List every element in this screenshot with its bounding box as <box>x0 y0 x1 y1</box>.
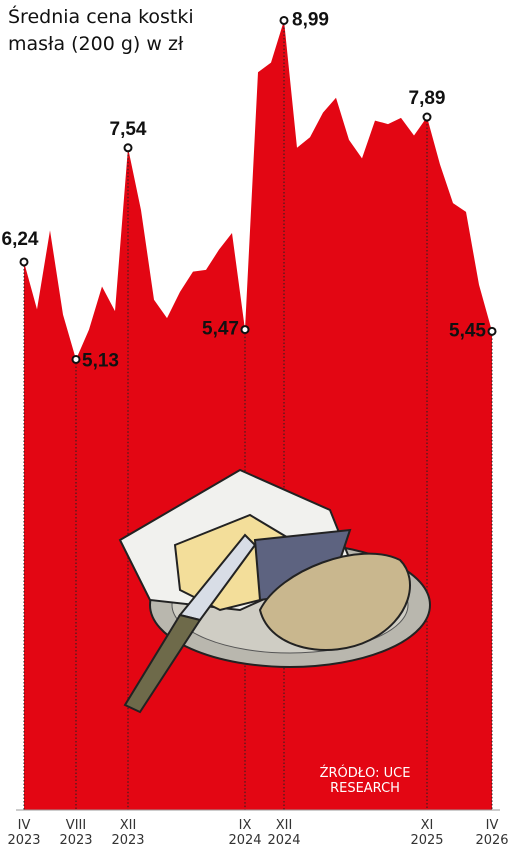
value-label: 7,54 <box>110 119 147 140</box>
marker <box>73 356 80 363</box>
marker <box>489 328 496 335</box>
value-label: 5,13 <box>82 350 119 371</box>
source: ŹRÓDŁO: UCE RESEARCH <box>300 766 430 796</box>
chart: 6,24 5,13 7,54 5,47 8,99 7,89 5,45 <box>0 0 511 853</box>
marker <box>242 326 249 333</box>
value-label: 5,45 <box>449 320 486 341</box>
marker <box>424 114 431 121</box>
value-label: 6,24 <box>2 229 39 250</box>
area <box>24 20 492 810</box>
x-tick-label: XII 2024 <box>262 818 306 848</box>
x-tick-label: XI 2025 <box>405 818 449 848</box>
marker <box>125 144 132 151</box>
value-label: 5,47 <box>202 319 239 340</box>
page: 6,24 5,13 7,54 5,47 8,99 7,89 5,45 Średnia cen… <box>0 0 511 853</box>
x-tick-label: IV 2023 <box>2 818 46 848</box>
x-tick-label: VIII 2023 <box>54 818 98 848</box>
marker <box>281 17 288 24</box>
value-label: 7,89 <box>409 88 446 109</box>
x-tick-label: IV 2026 <box>470 818 511 848</box>
marker <box>21 258 28 265</box>
chart-title: Średnia cena kostki masła (200 g) w zł <box>8 4 228 58</box>
x-tick-label: XII 2023 <box>106 818 150 848</box>
value-label: 8,99 <box>292 9 329 30</box>
x-tick-label: IX 2024 <box>223 818 267 848</box>
